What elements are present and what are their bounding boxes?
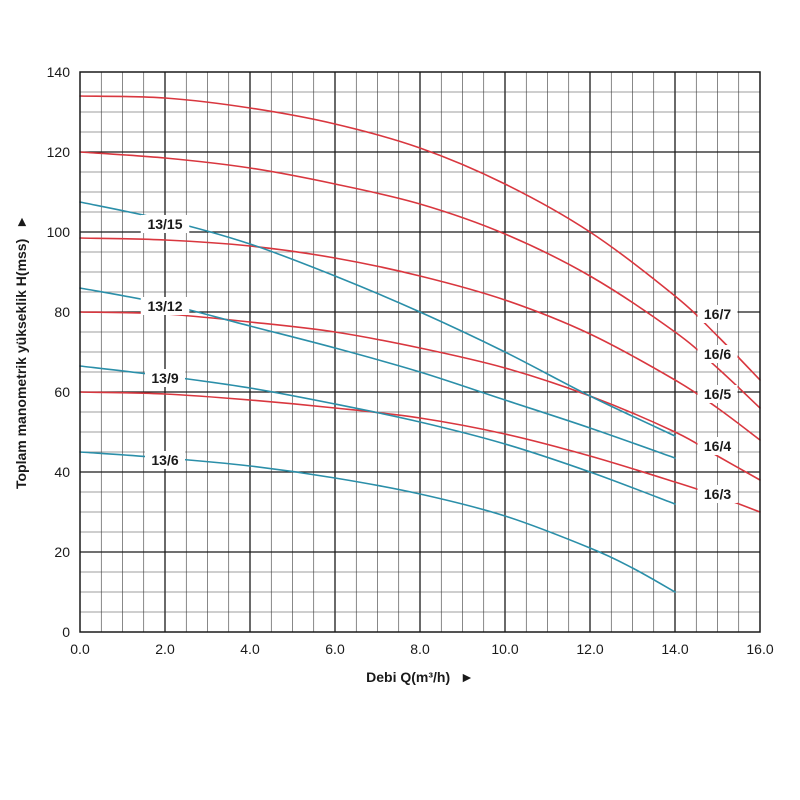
curve-label-bg bbox=[697, 305, 738, 323]
curve-labels: 16/7 16/6 16/5 16/4 16/3 13/15 13/12 13/9 13/6 bbox=[140, 215, 738, 503]
y-tick-label: 20 bbox=[54, 544, 70, 560]
curve-label-bg bbox=[145, 369, 185, 387]
curve-label-13-9: 13/9 bbox=[151, 370, 178, 386]
x-tick-label: 16.0 bbox=[746, 641, 773, 657]
x-axis-title: Debi Q(m³/h) ► bbox=[366, 669, 474, 685]
y-tick-label: 140 bbox=[47, 64, 71, 80]
series-line-16-5 bbox=[79, 237, 761, 441]
y-axis-title-text: Toplam manometrik yükseklik H(mss) bbox=[13, 239, 29, 489]
series-line-16-7 bbox=[79, 95, 761, 381]
y-tick-label: 40 bbox=[54, 464, 70, 480]
x-tick-label: 0.0 bbox=[70, 641, 90, 657]
curve-label-bg bbox=[697, 385, 738, 403]
series-line-16-6 bbox=[79, 151, 761, 409]
series-line-16-4 bbox=[79, 311, 761, 481]
y-tick-label: 120 bbox=[47, 144, 71, 160]
curve-label-13-12: 13/12 bbox=[147, 298, 182, 314]
y-tick-label: 100 bbox=[47, 224, 71, 240]
curve-label-16-4: 16/4 bbox=[704, 438, 731, 454]
x-tick-label: 12.0 bbox=[576, 641, 603, 657]
curve-label-bg bbox=[697, 485, 738, 503]
series-line-16-3 bbox=[79, 391, 761, 513]
curve-label-bg bbox=[697, 437, 738, 455]
y-axis-arrow-icon: ► bbox=[13, 215, 29, 229]
x-tick-label: 10.0 bbox=[491, 641, 518, 657]
curve-label-13-15: 13/15 bbox=[147, 216, 182, 232]
y-tick-label: 60 bbox=[54, 384, 70, 400]
tick-labels: 0.0 2.0 4.0 6.0 8.0 10.0 12.0 14.0 16.0 0 20 40 60 80… bbox=[47, 64, 774, 657]
curve-label-13-6: 13/6 bbox=[151, 452, 178, 468]
curve-label-16-3: 16/3 bbox=[704, 486, 731, 502]
x-tick-label: 2.0 bbox=[155, 641, 175, 657]
y-tick-label: 80 bbox=[54, 304, 70, 320]
y-tick-label: 0 bbox=[62, 624, 70, 640]
grid bbox=[80, 72, 760, 632]
curve-label-bg bbox=[140, 297, 190, 315]
curve-label-bg bbox=[145, 451, 185, 469]
x-tick-label: 6.0 bbox=[325, 641, 345, 657]
y-axis-title: Toplam manometrik yükseklik H(mss) ► bbox=[13, 215, 29, 489]
plot-frame bbox=[79, 71, 761, 633]
curve-label-16-6: 16/6 bbox=[704, 346, 731, 362]
curve-label-16-7: 16/7 bbox=[704, 306, 731, 322]
curve-label-bg bbox=[697, 345, 738, 363]
x-tick-label: 8.0 bbox=[410, 641, 430, 657]
curve-label-bg bbox=[140, 215, 190, 233]
curve-label-16-5: 16/5 bbox=[704, 386, 731, 402]
x-axis-arrow-icon: ► bbox=[460, 669, 474, 685]
x-axis-title-text: Debi Q(m³/h) bbox=[366, 669, 450, 685]
x-tick-label: 14.0 bbox=[661, 641, 688, 657]
x-tick-label: 4.0 bbox=[240, 641, 260, 657]
